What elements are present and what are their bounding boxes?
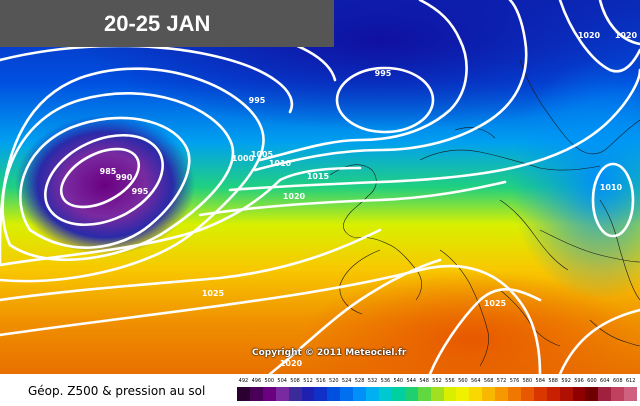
scale-value: 496 <box>251 378 262 384</box>
isobar-label: 995 <box>132 187 149 196</box>
scale-value: 552 <box>432 378 442 384</box>
isobar-label: 1010 <box>600 183 623 192</box>
color-scale: 492 496 500 504 508 512 516 520 524 528 532 536 540 5… <box>237 376 638 404</box>
isobar-label: 995 <box>249 96 266 105</box>
isobar-label: 990 <box>116 173 133 182</box>
scale-value: 508 <box>290 378 300 384</box>
isobar-label: 985 <box>100 167 117 176</box>
scale-value: 596 <box>574 378 584 384</box>
scale-swatch <box>340 387 354 401</box>
scale-swatch <box>495 387 509 401</box>
scale-value: 556 <box>445 378 455 384</box>
scale-value: 544 <box>406 378 416 384</box>
isobar-label: 1020 <box>578 31 601 40</box>
scale-value: 608 <box>612 378 623 384</box>
scale-value: 604 <box>600 378 610 384</box>
isobar-label: 1000 <box>232 154 255 163</box>
east-blue-shading <box>510 60 640 300</box>
scale-swatch <box>237 387 250 401</box>
scale-swatch <box>249 387 263 401</box>
scale-swatch <box>546 387 560 401</box>
scale-swatch <box>353 387 367 401</box>
scale-swatch <box>327 387 341 401</box>
legend-bar: Géop. Z500 & pression au sol 492 496 500 50… <box>0 374 640 406</box>
scale-swatch <box>314 387 328 401</box>
weather-map: 985 990 995 1000 1005 1010 995 995 1015 1020 1020 1… <box>0 0 640 374</box>
scale-value: 572 <box>496 378 507 384</box>
isobar-label: 1020 <box>280 359 303 368</box>
scale-swatch <box>430 387 444 401</box>
isobars <box>0 0 640 374</box>
scale-value: 532 <box>367 378 378 384</box>
scale-swatch <box>611 387 625 401</box>
scale-swatch <box>301 387 315 401</box>
scale-value: 520 <box>329 378 339 384</box>
date-range-title: 20-25 JAN <box>0 0 334 47</box>
scale-swatch <box>533 387 547 401</box>
low-pressure-core <box>15 115 195 255</box>
scale-value: 564 <box>470 378 481 384</box>
scale-value: 568 <box>483 378 494 384</box>
scale-cells <box>237 387 638 401</box>
scale-swatch <box>624 387 638 401</box>
scale-swatch <box>417 387 431 401</box>
scale-swatch <box>585 387 599 401</box>
legend-title: Géop. Z500 & pression au sol <box>28 384 206 398</box>
scale-swatch <box>559 387 573 401</box>
isobar-label: 1025 <box>484 299 507 308</box>
isobar-label: 1025 <box>202 289 225 298</box>
isobar-label: 1020 <box>615 31 638 40</box>
scale-value: 504 <box>277 378 287 384</box>
scale-swatch <box>456 387 470 401</box>
scale-value: 576 <box>509 378 520 384</box>
scale-value: 584 <box>535 378 546 384</box>
copyright-notice: Copyright © 2011 Meteociel.fr <box>252 348 407 358</box>
scale-value: 560 <box>458 378 468 384</box>
scale-value: 600 <box>587 378 597 384</box>
isobar-label: 1005 <box>251 150 274 159</box>
scale-value: 592 <box>561 378 571 384</box>
high-ridge-shading <box>300 270 640 374</box>
scale-value: 588 <box>548 378 558 384</box>
scale-value: 492 <box>238 378 249 384</box>
scale-value: 516 <box>316 378 326 384</box>
scale-swatch <box>482 387 496 401</box>
scale-value: 612 <box>625 378 636 384</box>
scale-swatch <box>469 387 483 401</box>
isobar-label: 995 <box>375 69 392 78</box>
scale-swatch <box>378 387 392 401</box>
isobar-label: 1020 <box>283 192 306 201</box>
scale-value: 540 <box>393 378 404 384</box>
scale-value: 536 <box>380 378 391 384</box>
isobar-label: 1015 <box>307 172 330 181</box>
scale-swatch <box>443 387 457 401</box>
scale-swatch <box>404 387 418 401</box>
scale-swatch <box>520 387 534 401</box>
scale-swatch <box>598 387 612 401</box>
scale-labels: 492 496 500 504 508 512 516 520 524 528 532 536 540 5… <box>237 376 637 386</box>
scale-swatch <box>275 387 289 401</box>
scale-swatch <box>572 387 586 401</box>
scale-swatch <box>262 387 276 401</box>
scale-value: 524 <box>341 378 352 384</box>
scale-value: 580 <box>522 378 533 384</box>
scale-value: 500 <box>264 378 275 384</box>
scale-swatch <box>288 387 302 401</box>
scale-swatch <box>366 387 379 401</box>
scale-swatch <box>391 387 405 401</box>
scale-value: 548 <box>419 378 429 384</box>
scale-swatch <box>508 387 521 401</box>
scale-value: 528 <box>354 378 365 384</box>
coastlines <box>329 59 640 367</box>
isobar-label: 1010 <box>269 159 292 168</box>
scale-value: 512 <box>303 378 313 384</box>
